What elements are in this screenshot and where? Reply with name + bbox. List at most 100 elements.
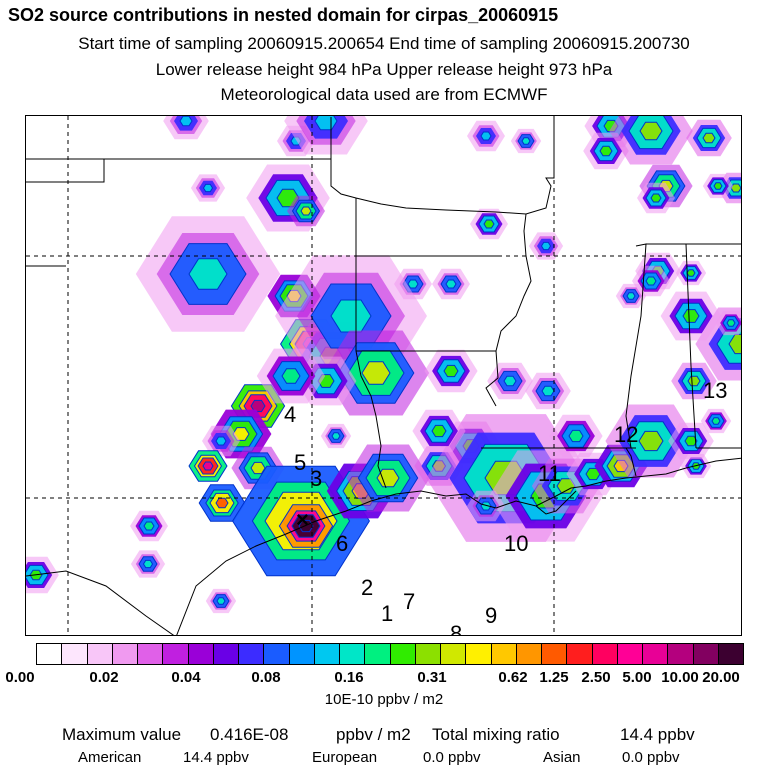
concentration-cell: [445, 279, 457, 289]
geographic-outlines: [26, 116, 741, 635]
max-value-label: Maximum value: [62, 725, 182, 744]
concentration-cell: [281, 368, 301, 384]
state-border: [26, 117, 555, 215]
european-label: European: [312, 749, 378, 766]
colorbar-cell: [264, 644, 290, 664]
concentration-cell: [443, 364, 459, 378]
colorbar-cell: [314, 644, 340, 664]
concentration-cell: [540, 241, 552, 251]
colorbar-tick-label: 2.50: [581, 669, 611, 686]
concentration-cell: [684, 435, 698, 447]
met-data-source: Meteorological data used are from ECMWF: [220, 85, 548, 104]
concentration-cell: [702, 132, 716, 144]
concentration-cell: [142, 559, 154, 569]
site-label: 6: [336, 531, 348, 556]
site-label: 3: [310, 466, 322, 491]
state-border: [481, 243, 741, 477]
colorbar-cell: [592, 644, 618, 664]
colorbar-cell: [365, 644, 391, 664]
site-label: 5: [294, 450, 306, 475]
colorbar-cell: [163, 644, 189, 664]
concentration-cell: [250, 461, 266, 475]
site-label: 7: [403, 589, 415, 614]
colorbar-cell: [340, 644, 366, 664]
concentration-cell: [599, 145, 613, 157]
concentration-cell: [143, 521, 155, 531]
concentration-cell: [639, 121, 663, 141]
site-label: 13: [703, 378, 727, 403]
colorbar-cell: [289, 644, 315, 664]
concentration-cell: [503, 375, 517, 387]
colorbar-cell: [668, 644, 694, 664]
colorbar-cell: [188, 644, 214, 664]
site-label: 2: [361, 575, 373, 600]
concentration-cell: [215, 436, 227, 446]
colorbar-tick-label: 10.00: [661, 669, 699, 686]
colorbar-cell: [693, 644, 719, 664]
concentration-cell: [480, 501, 492, 511]
concentration-cell: [298, 519, 314, 533]
concentration-cell: [687, 375, 701, 387]
concentration-cell: [407, 279, 419, 289]
colorbar-tick-label: 20.00: [702, 669, 740, 686]
total-mixing-value: 14.4 ppbv: [620, 725, 695, 744]
colorbar-tick-label: 0.62: [498, 669, 528, 686]
concentration-cell: [682, 309, 700, 323]
colorbar-tick-label: 1.25: [539, 669, 569, 686]
site-label: 4: [284, 402, 296, 427]
concentration-cell: [713, 182, 723, 190]
concentration-cell: [215, 497, 229, 509]
colorbar-tick-label: 0.00: [5, 669, 35, 686]
colorbar: [36, 643, 744, 665]
concentration-cell: [638, 430, 664, 452]
american-label: American: [78, 749, 142, 766]
concentration-cell: [483, 219, 495, 229]
release-heights: Lower release height 984 hPa Upper relea…: [155, 60, 613, 79]
colorbar-cell: [466, 644, 492, 664]
concentration-cell: [179, 116, 193, 127]
lat-lon-grid: [26, 116, 741, 635]
site-label: 1: [381, 601, 393, 626]
concentration-cell: [202, 461, 214, 471]
concentration-cell: [626, 292, 636, 300]
colorbar-cell: [718, 644, 743, 664]
colorbar-cell: [112, 644, 138, 664]
colorbar-cell: [37, 644, 63, 664]
site-labels: 4 53 621 7 8 9 10 11 12 13 ×: [284, 378, 727, 635]
max-value-unit: ppbv / m2: [336, 725, 411, 744]
concentration-cell: [216, 597, 226, 605]
colorbar-cell: [415, 644, 441, 664]
concentration-cell: [650, 193, 662, 203]
colorbar-cell: [491, 644, 517, 664]
site-label: 11: [538, 461, 561, 486]
concentration-cell: [480, 131, 492, 141]
european-value: 0.0 ppbv: [423, 749, 481, 766]
concentration-cell: [726, 319, 736, 327]
total-mixing-label: Total mixing ratio: [432, 725, 560, 744]
colorbar-tick-label: 0.02: [89, 669, 119, 686]
colorbar-cell: [62, 644, 88, 664]
concentration-cell: [300, 206, 312, 216]
asian-value: 0.0 ppbv: [622, 749, 680, 766]
colorbar-cell: [390, 644, 416, 664]
concentration-cell: [431, 424, 447, 438]
colorbar-cell: [516, 644, 542, 664]
colorbar-cell: [643, 644, 669, 664]
colorbar-cell: [441, 644, 467, 664]
asian-label: Asian: [543, 749, 581, 766]
colorbar-tick-label: 0.16: [334, 669, 364, 686]
concentration-cell: [730, 183, 741, 193]
concentration-cell: [686, 269, 696, 277]
max-value: 0.416E-08: [210, 725, 289, 744]
concentration-cell: [711, 417, 721, 425]
colorbar-tick-label: 0.31: [417, 669, 447, 686]
site-label: 9: [485, 603, 497, 628]
colorbar-tick-label: 0.08: [251, 669, 281, 686]
american-value: 14.4 ppbv: [183, 749, 249, 766]
concentration-field: [26, 116, 741, 614]
colorbar-cell: [617, 644, 643, 664]
concentration-cell: [202, 183, 214, 193]
site-label: 10: [504, 531, 528, 556]
colorbar-cell: [213, 644, 239, 664]
coastline: [26, 457, 741, 635]
